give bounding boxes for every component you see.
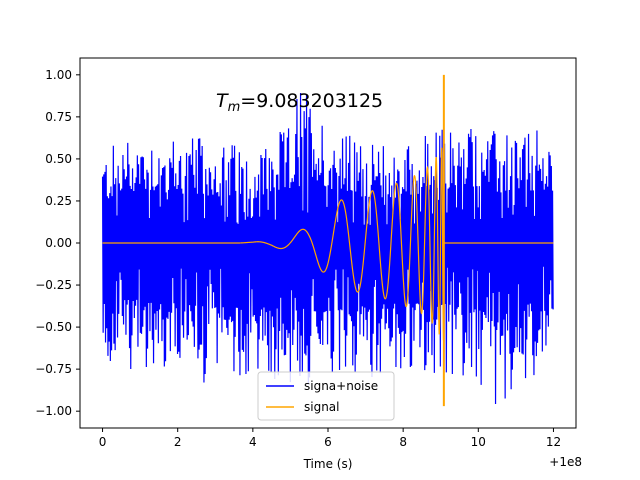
- annotation-value: =9.083203125: [240, 90, 383, 112]
- y-tick-label: 1.00: [45, 68, 72, 82]
- legend-box: [257, 371, 395, 421]
- x-tick-label: 8: [399, 435, 407, 449]
- y-tick-label: 0.50: [45, 152, 72, 166]
- x-tick-label: 0: [99, 435, 107, 449]
- x-axis-offset-label: +1e8: [549, 455, 582, 469]
- y-tick-label: 0.75: [45, 110, 72, 124]
- legend: signa+noise signal: [257, 371, 395, 421]
- y-tick-label: 0.00: [45, 236, 72, 250]
- y-axis-ticks: −1.00 −0.75 −0.50 −0.25 0.00 0.25 0.50 0.75 1.00: [35, 68, 80, 418]
- annotation-symbol: T: [216, 90, 229, 112]
- series-line-signal: [102, 147, 554, 341]
- x-tick-label: 12: [546, 435, 561, 449]
- annotation-subscript: m: [228, 100, 241, 115]
- x-tick-label: 10: [471, 435, 486, 449]
- y-tick-label: −0.25: [35, 278, 72, 292]
- y-tick-label: −1.00: [35, 404, 72, 418]
- merger-time-annotation: Tm=9.083203125: [216, 90, 383, 115]
- y-tick-label: 0.25: [45, 194, 72, 208]
- plot-area: [101, 74, 554, 407]
- y-tick-label: −0.75: [35, 362, 72, 376]
- x-tick-label: 2: [174, 435, 182, 449]
- x-tick-label: 6: [324, 435, 332, 449]
- legend-label-signal: signal: [304, 400, 340, 414]
- x-axis-label: Time (s): [303, 457, 353, 471]
- y-tick-label: −0.50: [35, 320, 72, 334]
- x-tick-label: 4: [249, 435, 257, 449]
- legend-label-signal-noise: signa+noise: [304, 379, 378, 393]
- x-axis-ticks: 0 2 4 6 8 10 12: [99, 428, 561, 449]
